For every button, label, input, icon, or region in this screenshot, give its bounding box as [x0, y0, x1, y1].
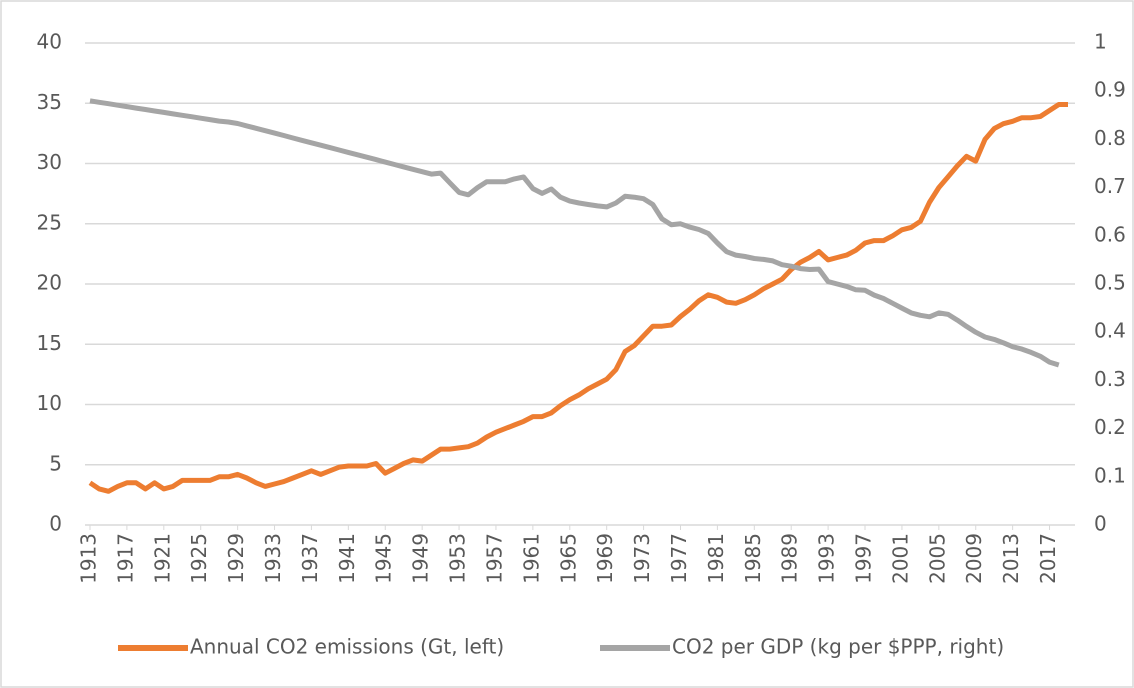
legend-label: CO2 per GDP (kg per $PPP, right) [672, 635, 1004, 659]
x-tick-label: 1973 [630, 533, 654, 584]
x-tick-label: 1925 [187, 533, 211, 584]
x-tick-label: 1913 [77, 533, 101, 584]
y-tick-label: 35 [37, 90, 62, 114]
y-tick-label: 15 [37, 331, 62, 355]
series-line [88, 102, 1068, 494]
x-tick-label: 1961 [519, 533, 543, 584]
y2-tick-label: 0 [1094, 512, 1107, 536]
legend-label: Annual CO2 emissions (Gt, left) [190, 635, 504, 659]
x-tick-label: 1957 [482, 533, 506, 584]
x-tick-label: 2017 [1036, 533, 1060, 584]
x-tick-label: 2001 [888, 533, 912, 584]
y-tick-label: 0 [49, 512, 62, 536]
x-tick-label: 1941 [335, 533, 359, 584]
y2-tick-label: 0.4 [1094, 319, 1126, 343]
y-tick-label: 10 [37, 391, 62, 415]
y2-tick-label: 0.5 [1094, 271, 1126, 295]
x-tick-label: 1933 [261, 533, 285, 584]
x-tick-label: 1945 [372, 533, 396, 584]
x-tick-label: 1989 [778, 533, 802, 584]
y2-tick-label: 1 [1094, 30, 1107, 54]
x-tick-label: 1921 [150, 533, 174, 584]
x-tick-label: 1949 [409, 533, 433, 584]
series-line [89, 98, 1060, 368]
x-tick-label: 1993 [815, 533, 839, 584]
x-tick-label: 2005 [925, 533, 949, 584]
x-tick-label: 1929 [224, 533, 248, 584]
x-tick-label: 1985 [741, 533, 765, 584]
x-tick-label: 1997 [852, 533, 876, 584]
y-tick-label: 20 [37, 271, 62, 295]
y-tick-label: 40 [37, 30, 62, 54]
x-tick-label: 1937 [298, 533, 322, 584]
y2-tick-label: 0.7 [1094, 174, 1126, 198]
x-tick-label: 1965 [556, 533, 580, 584]
y-tick-label: 30 [37, 150, 62, 174]
y2-tick-label: 0.3 [1094, 367, 1126, 391]
y2-tick-label: 0.8 [1094, 126, 1126, 150]
x-tick-label: 1981 [704, 533, 728, 584]
x-tick-label: 2009 [962, 533, 986, 584]
y2-tick-label: 0.6 [1094, 222, 1126, 246]
y2-tick-label: 0.9 [1094, 78, 1126, 102]
x-tick-label: 1977 [667, 533, 691, 584]
x-tick-label: 1917 [113, 533, 137, 584]
x-tick-label: 2013 [999, 533, 1023, 584]
x-tick-label: 1969 [593, 533, 617, 584]
y-tick-label: 5 [49, 451, 62, 475]
y-tick-label: 25 [37, 210, 62, 234]
y2-tick-label: 0.1 [1094, 463, 1126, 487]
x-tick-label: 1953 [446, 533, 470, 584]
y2-tick-label: 0.2 [1094, 415, 1126, 439]
